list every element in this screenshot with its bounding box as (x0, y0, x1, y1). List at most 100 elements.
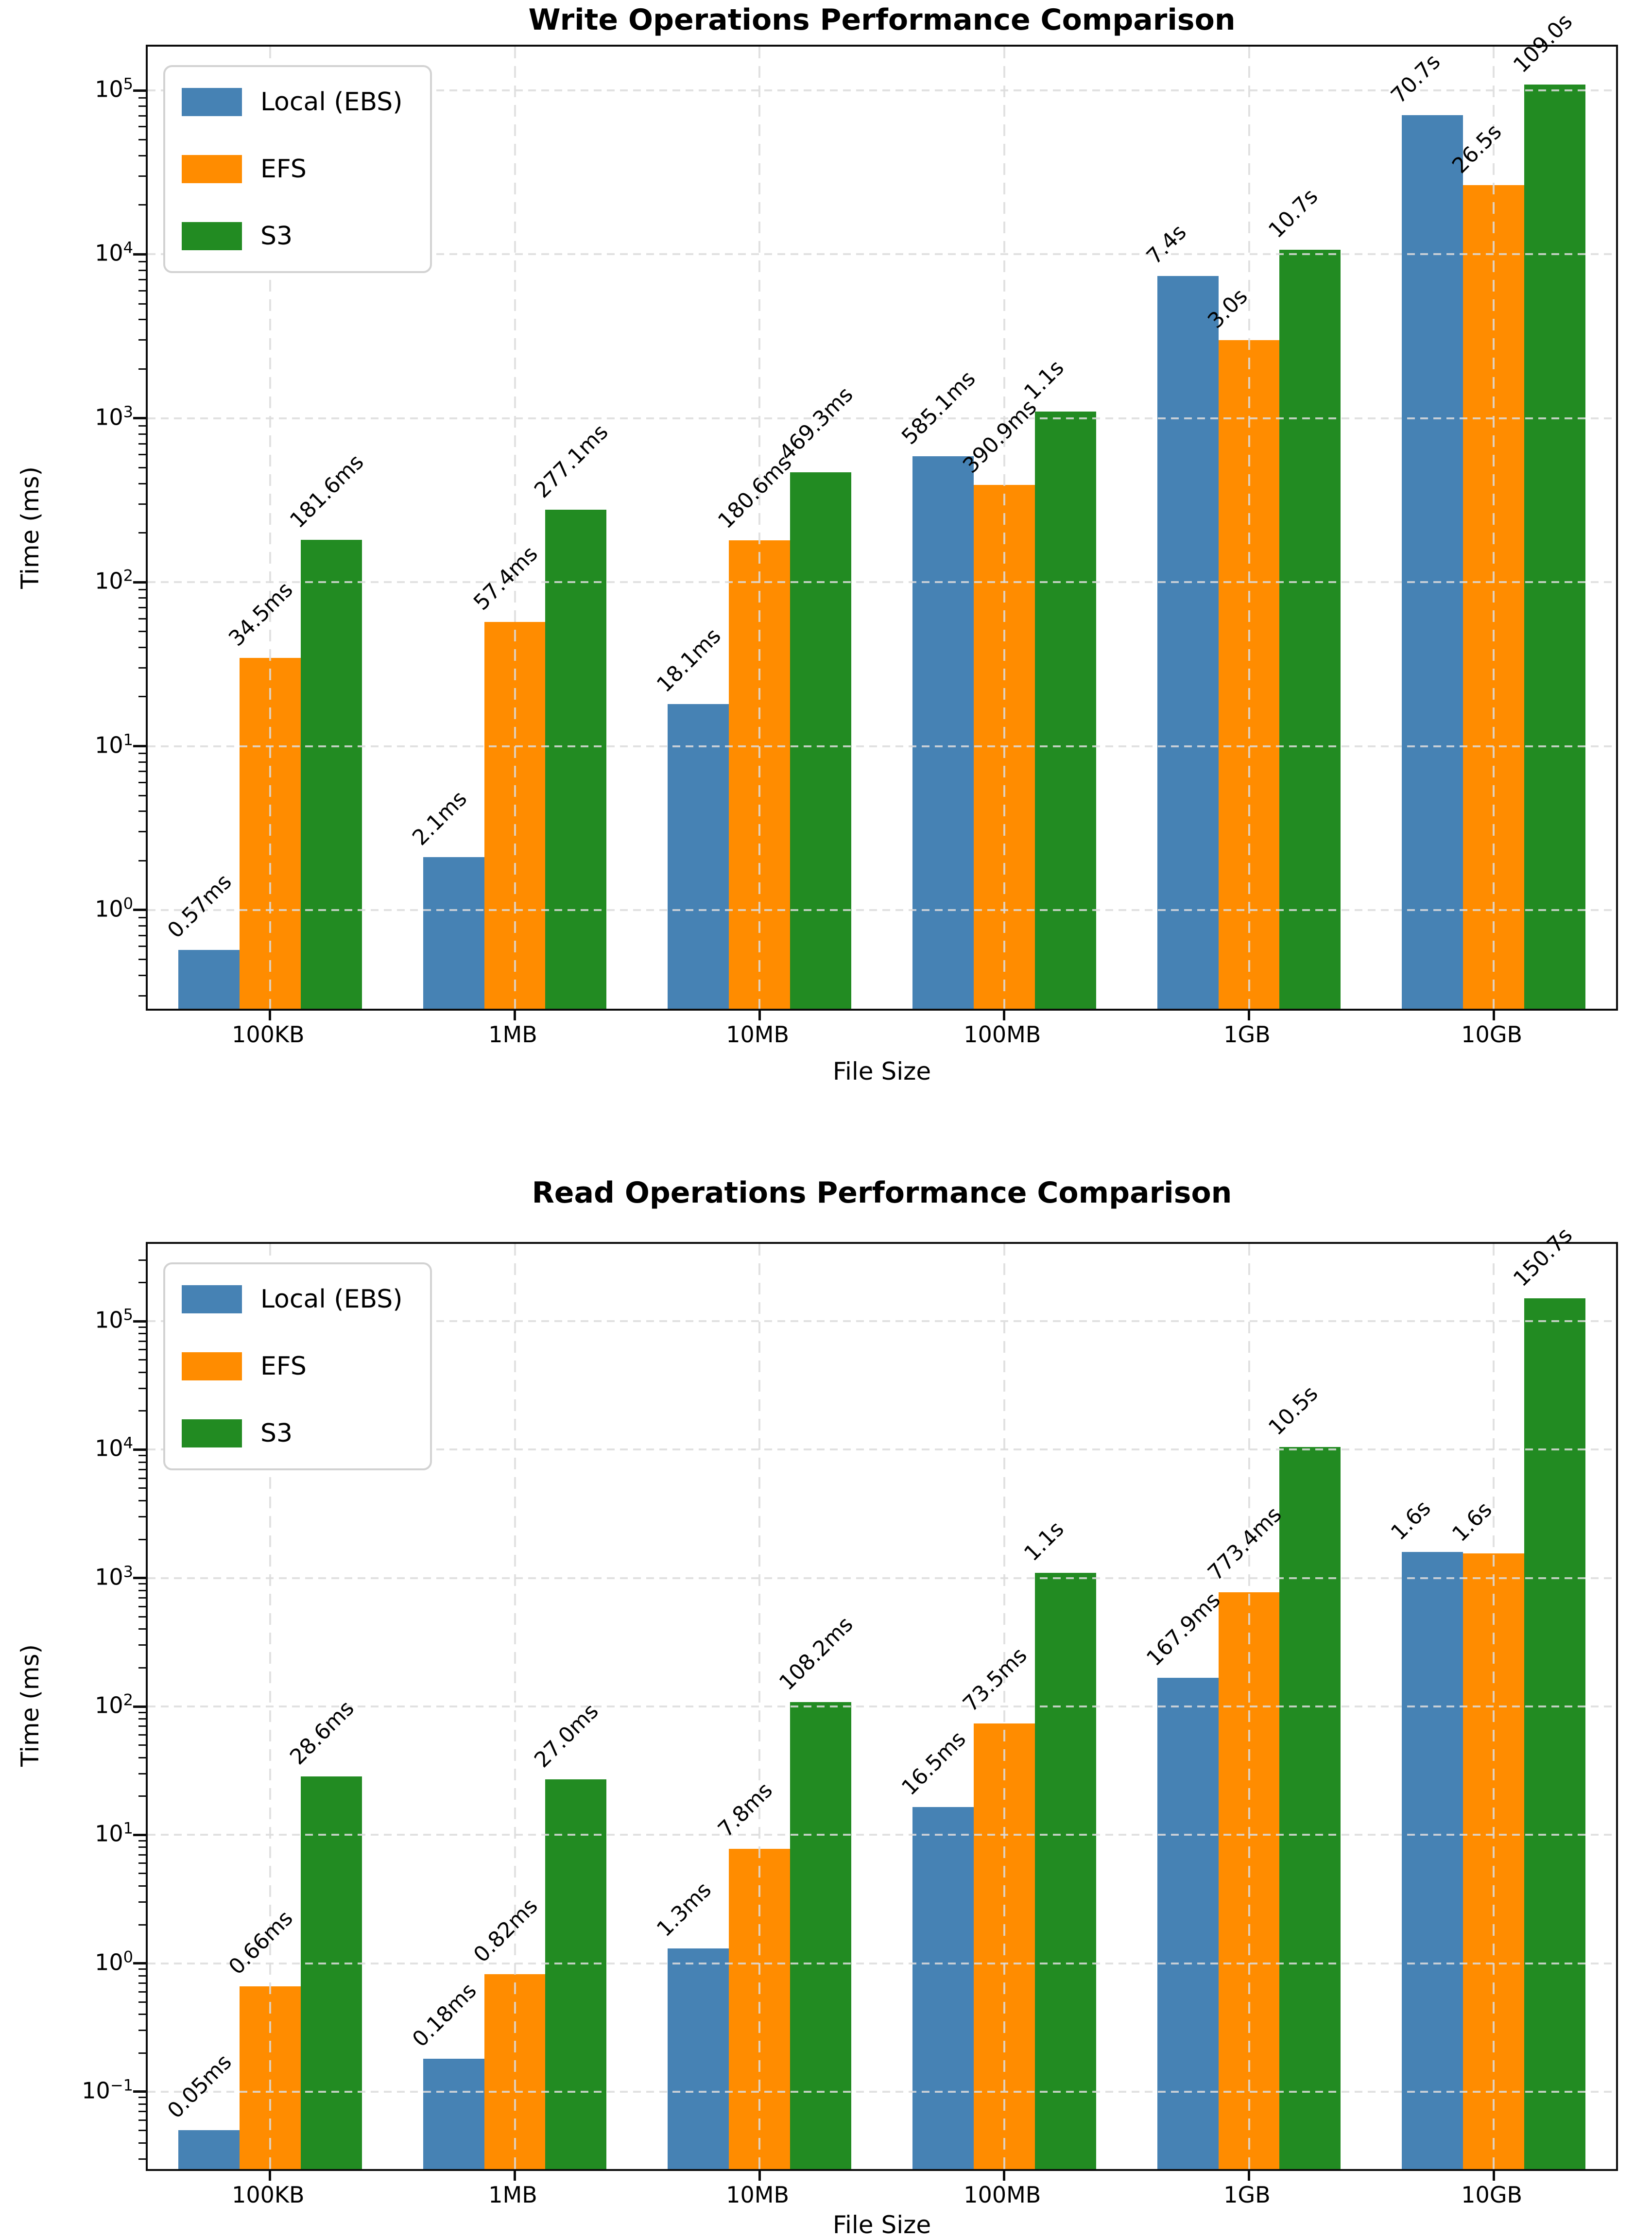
y-minor-tick (138, 753, 146, 755)
y-tick-label: 102 (95, 1690, 133, 1719)
y-minor-tick (138, 781, 146, 783)
bar (484, 621, 546, 1009)
y-minor-tick (138, 1359, 146, 1361)
y-minor-tick (138, 204, 146, 206)
bar-value-label: 585.1ms (896, 366, 981, 450)
y-minor-tick (138, 1667, 146, 1669)
y-minor-tick (138, 618, 146, 620)
bar (973, 485, 1035, 1009)
y-minor-tick (138, 303, 146, 305)
y-tick-label: 100 (95, 894, 133, 922)
y-major-tick (133, 909, 146, 912)
bar-value-label: 34.5ms (224, 577, 298, 652)
y-major-tick (133, 253, 146, 256)
x-tick (514, 1009, 516, 1020)
y-minor-tick (138, 925, 146, 927)
bar (790, 472, 852, 1009)
y-minor-tick (138, 339, 146, 341)
y-major-tick (133, 745, 146, 748)
x-tick-label: 10GB (1461, 1021, 1523, 1048)
y-minor-tick (138, 761, 146, 763)
x-axis-title: File Size (146, 1057, 1618, 1085)
y-minor-tick (138, 368, 146, 370)
y-minor-tick (138, 175, 146, 177)
bar-value-label: 2.1ms (407, 786, 472, 851)
x-tick (1248, 1009, 1250, 1020)
chart-title: Write Operations Performance Comparison (528, 3, 1236, 37)
y-major-tick (133, 417, 146, 420)
y-minor-tick (138, 831, 146, 833)
y-minor-tick (138, 1901, 146, 1903)
bar (1034, 411, 1096, 1009)
y-minor-tick (138, 597, 146, 599)
legend-item: S3 (182, 1419, 403, 1448)
y-minor-tick (138, 2142, 146, 2144)
y-tick-label: 101 (95, 730, 133, 758)
bar (178, 950, 240, 1009)
x-tick-label: 10MB (726, 1021, 790, 1048)
x-tick-label: 10GB (1461, 2182, 1523, 2208)
y-minor-tick (138, 667, 146, 669)
y-minor-tick (138, 2103, 146, 2105)
legend: Local (EBS) EFS S3 (163, 65, 432, 273)
legend-item: Local (EBS) (182, 87, 403, 117)
y-minor-tick (138, 1477, 146, 1479)
x-axis-labels: 100KB 1MB 10MB 100MB 1GB 10GB (146, 1021, 1618, 1055)
y-minor-tick (138, 1500, 146, 1502)
y-minor-tick (138, 1840, 146, 1842)
grid-line-h (148, 1962, 1616, 1964)
y-major-tick (133, 581, 146, 584)
bar (790, 1702, 852, 2169)
y-minor-tick (138, 1538, 146, 1540)
bar (300, 539, 362, 1009)
bar (1524, 84, 1586, 1009)
legend-label: EFS (260, 1352, 307, 1381)
bar-value-label: 150.7s (1509, 1223, 1578, 1292)
y-minor-tick (138, 279, 146, 281)
bar-value-label: 18.1ms (652, 623, 726, 697)
y-major-tick (133, 1705, 146, 1708)
y-major-tick (133, 1833, 146, 1836)
x-tick (269, 1009, 272, 1020)
bar (1218, 1592, 1280, 2169)
y-minor-tick (138, 532, 146, 534)
y-minor-tick (138, 105, 146, 107)
y-tick-label: 101 (95, 1819, 133, 1847)
y-minor-tick (138, 1718, 146, 1720)
y-minor-tick (138, 1516, 146, 1518)
legend-swatch-icon (182, 1419, 242, 1447)
y-minor-tick (138, 454, 146, 456)
y-minor-tick (138, 97, 146, 99)
legend-label: EFS (260, 155, 307, 184)
y-axis-labels: 10−1 100 101 102 103 104 105 (0, 1242, 140, 2171)
y-minor-tick (138, 2158, 146, 2160)
bar-value-label: 181.6ms (285, 449, 369, 533)
y-minor-tick (138, 290, 146, 292)
legend-item: EFS (182, 155, 403, 184)
y-minor-tick (138, 443, 146, 445)
write-operations-chart: Write Operations Performance Comparison … (0, 0, 1652, 1119)
legend-label: S3 (260, 222, 293, 251)
y-minor-tick (138, 1583, 146, 1585)
y-minor-tick (138, 1387, 146, 1389)
y-minor-tick (138, 1873, 146, 1875)
bar (973, 1723, 1035, 2169)
y-minor-tick (138, 503, 146, 505)
y-tick-label: 104 (95, 238, 133, 267)
plot-area: 0.57ms 2.1ms 18.1ms 585.1ms 7.4s 70.7s 34.5ms 5… (133, 9, 1618, 1020)
bar-value-label: 0.18ms (407, 1978, 482, 2052)
bar-value-label: 16.5ms (896, 1726, 971, 1800)
legend-swatch-icon (182, 222, 242, 250)
y-minor-tick (138, 1862, 146, 1864)
bar (545, 509, 607, 1009)
grid-line-h (148, 2090, 1616, 2093)
x-tick (269, 2169, 272, 2181)
bar (1034, 1572, 1096, 2169)
y-minor-tick (138, 1597, 146, 1599)
grid-line-h (148, 745, 1616, 747)
bar-value-label: 57.4ms (468, 541, 543, 615)
y-minor-tick (138, 2129, 146, 2131)
bar-value-label: 1.1s (1019, 1516, 1069, 1566)
y-minor-tick (138, 1711, 146, 1713)
bar (423, 2059, 484, 2169)
